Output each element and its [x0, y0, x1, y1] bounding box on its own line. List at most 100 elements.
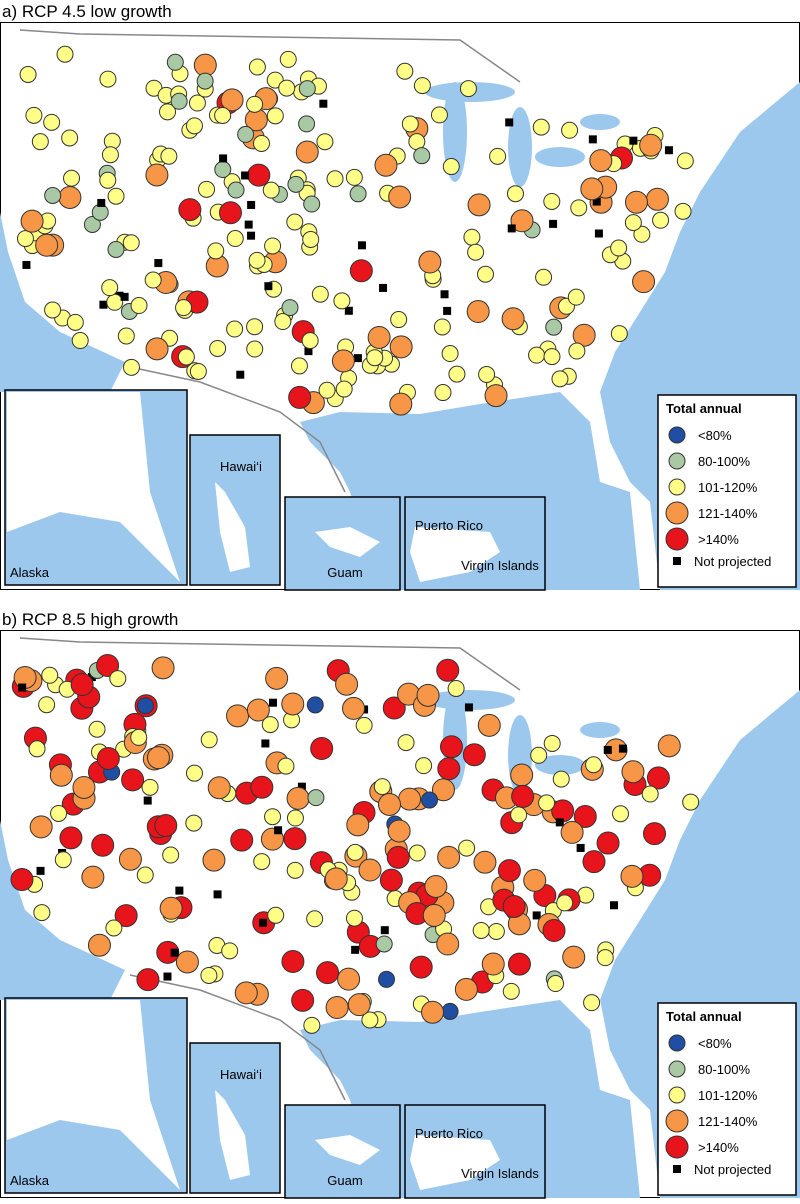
station-marker — [421, 1000, 445, 1024]
station-marker — [283, 827, 307, 851]
station-marker — [510, 806, 528, 824]
legend-swatch — [665, 1109, 689, 1133]
station-marker — [652, 211, 670, 229]
not-projected-marker — [380, 926, 389, 935]
station-marker — [43, 113, 61, 131]
station-marker — [207, 242, 225, 260]
station-marker — [346, 843, 364, 861]
station-marker — [226, 320, 244, 338]
station-marker — [196, 72, 214, 90]
station-marker — [63, 169, 81, 187]
station-marker — [166, 53, 184, 71]
not-projected-marker — [549, 219, 558, 228]
not-projected-marker — [264, 282, 273, 291]
station-marker — [325, 995, 349, 1019]
station-marker — [136, 968, 160, 992]
station-marker — [31, 133, 49, 151]
station-marker — [96, 747, 120, 771]
station-marker — [561, 121, 579, 139]
hawaii-land — [215, 482, 250, 572]
station-marker — [274, 313, 292, 331]
station-marker — [250, 775, 274, 799]
station-marker — [303, 195, 321, 213]
not-projected-marker — [259, 918, 268, 927]
legend-swatch — [665, 501, 689, 525]
station-marker — [333, 292, 351, 310]
legend-swatch — [668, 1034, 686, 1052]
not-projected-marker — [154, 259, 163, 268]
station-marker — [118, 847, 142, 871]
station-marker — [442, 158, 460, 176]
station-marker — [247, 163, 271, 187]
station-marker — [252, 134, 270, 152]
station-marker — [107, 240, 125, 258]
station-marker — [375, 935, 393, 953]
station-marker — [674, 202, 692, 220]
station-marker — [16, 230, 34, 248]
legend-label: >140% — [698, 532, 739, 547]
border — [129, 974, 346, 1101]
inset-label: Virgin Islands — [461, 558, 539, 573]
station-marker — [547, 975, 565, 993]
station-marker — [326, 170, 344, 188]
station-marker — [109, 670, 127, 688]
station-marker — [510, 763, 534, 787]
station-marker — [160, 147, 178, 165]
station-marker — [612, 805, 630, 823]
station-marker — [528, 346, 546, 364]
station-marker — [621, 760, 645, 784]
not-projected-marker — [357, 241, 366, 250]
station-marker — [130, 297, 148, 315]
not-projected-marker — [247, 200, 256, 209]
station-marker — [279, 50, 297, 68]
station-marker — [572, 323, 596, 347]
station-marker — [246, 340, 264, 358]
pr-land — [410, 1135, 500, 1190]
station-marker — [467, 193, 491, 217]
station-marker — [676, 152, 694, 170]
not-projected-marker — [532, 911, 541, 920]
station-marker — [267, 906, 285, 924]
not-projected-marker — [609, 901, 618, 910]
station-marker — [316, 961, 340, 985]
station-marker — [543, 734, 561, 752]
legend: Total annual <80% 80-100% 101-120% 121-140% >… — [657, 1002, 797, 1196]
station-marker — [170, 92, 188, 110]
inset-label: Puerto Rico — [415, 1126, 483, 1141]
legend-label: 80-100% — [698, 454, 750, 469]
ocean — [0, 212, 125, 392]
not-projected-marker — [297, 782, 306, 791]
legend-title: Total annual — [666, 1009, 742, 1024]
station-marker — [361, 1011, 379, 1029]
station-marker — [214, 161, 232, 179]
legend-label: 101-120% — [698, 1088, 758, 1103]
station-marker — [542, 919, 566, 943]
station-marker — [545, 318, 563, 336]
station-marker — [418, 250, 442, 274]
station-marker — [306, 910, 324, 928]
station-marker — [543, 348, 561, 366]
not-projected-marker — [555, 818, 564, 827]
station-marker — [178, 198, 202, 222]
station-marker — [303, 1016, 321, 1034]
not-projected-marker — [87, 673, 96, 682]
station-marker — [538, 794, 556, 812]
station-marker — [682, 793, 700, 811]
station-marker — [295, 140, 319, 164]
station-marker — [253, 853, 271, 871]
station-marker — [307, 789, 325, 807]
not-projected-marker — [247, 231, 256, 240]
station-marker — [596, 949, 614, 967]
not-projected-marker — [440, 290, 449, 299]
station-marker — [151, 656, 175, 680]
station-marker — [101, 146, 119, 164]
station-marker — [281, 950, 305, 974]
legend-label: 101-120% — [698, 480, 758, 495]
not-projected-marker — [213, 890, 222, 899]
station-marker — [50, 804, 68, 822]
station-marker — [218, 201, 242, 225]
station-marker — [422, 903, 446, 927]
station-marker — [28, 740, 46, 758]
station-marker — [409, 955, 433, 979]
not-projected-marker — [351, 945, 360, 954]
